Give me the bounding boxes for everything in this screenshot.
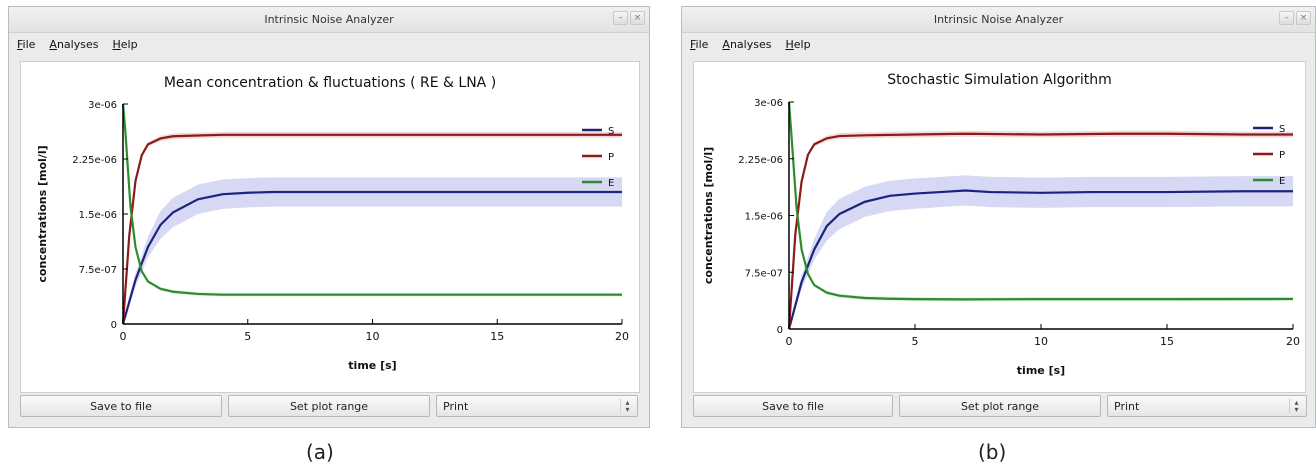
window-title: Intrinsic Noise Analyzer (933, 13, 1064, 26)
series-band-S (789, 175, 1293, 333)
y-tick-label: 3e-06 (754, 98, 783, 109)
legend-label-P: P (1279, 150, 1285, 161)
set-plot-range-button[interactable]: Set plot range (228, 395, 430, 417)
y-tick-label: 2.25e-06 (72, 155, 117, 166)
x-tick-label: 15 (490, 330, 504, 343)
series-line-S (787, 189, 1293, 330)
chart-b: Stochastic Simulation Algorithm 0 5 10 15 20 0… (702, 72, 1300, 377)
series-line-E (787, 101, 1294, 301)
menu-bar: File Analyses Help (682, 33, 1315, 55)
window-title: Intrinsic Noise Analyzer (264, 13, 394, 26)
close-icon[interactable]: × (1296, 11, 1311, 25)
close-icon[interactable]: × (630, 11, 645, 25)
title-bar: Intrinsic Noise Analyzer – × (682, 7, 1315, 33)
chart-a: Mean concentration & fluctuations ( RE &… (36, 75, 629, 372)
y-tick-label: 3e-06 (88, 100, 117, 111)
window-controls: – × (613, 11, 645, 25)
series-line-S (121, 190, 622, 325)
y-tick-label: 1.5e-06 (79, 210, 117, 221)
caption-b: (b) (978, 440, 1007, 464)
minimize-icon[interactable]: – (613, 11, 628, 25)
menu-help[interactable]: Help (785, 37, 811, 51)
chart-title: Mean concentration & fluctuations ( RE &… (164, 75, 496, 91)
y-tick-label: 0 (777, 325, 783, 336)
set-plot-range-button[interactable]: Set plot range (899, 395, 1101, 417)
window-b: Intrinsic Noise Analyzer – × File Analys… (681, 6, 1316, 428)
menu-file[interactable]: File (690, 37, 709, 51)
menu-help[interactable]: Help (112, 37, 138, 51)
menu-bar: File Analyses Help (9, 33, 649, 55)
legend-label-E: E (608, 178, 614, 189)
plot-panel: Mean concentration & fluctuations ( RE &… (20, 61, 640, 393)
x-tick-label: 5 (244, 330, 251, 343)
y-tick-label: 0 (111, 320, 117, 331)
legend-label-S: S (608, 126, 614, 137)
save-to-file-button[interactable]: Save to file (20, 395, 222, 417)
legend-label-P: P (608, 152, 614, 163)
series-line-E (121, 103, 622, 296)
spinner-arrows-icon: ▴ ▾ (1289, 399, 1303, 414)
x-axis-label: time [s] (348, 359, 396, 372)
series-line-P (121, 133, 622, 325)
x-tick-label: 20 (615, 330, 629, 343)
y-tick-label: 1.5e-06 (745, 212, 783, 223)
menu-file[interactable]: File (17, 37, 36, 51)
series-line-P (787, 132, 1293, 330)
x-tick-label: 20 (1286, 335, 1300, 348)
legend-label-E: E (1279, 176, 1285, 187)
x-axis-label: time [s] (1017, 364, 1065, 377)
print-select[interactable]: Print ▴ ▾ (1107, 395, 1307, 417)
window-controls: – × (1279, 11, 1311, 25)
menu-analyses[interactable]: Analyses (722, 37, 772, 51)
y-tick-label: 7.5e-07 (745, 268, 783, 279)
x-tick-label: 5 (912, 335, 919, 348)
caption-a: (a) (306, 440, 334, 464)
button-row: Save to file Set plot range Print ▴ ▾ (693, 395, 1307, 417)
y-axis-label: concentrations [mol/l] (36, 145, 49, 282)
print-label: Print (1114, 400, 1140, 413)
x-tick-label: 10 (366, 330, 380, 343)
y-tick-label: 2.25e-06 (738, 155, 783, 166)
print-label: Print (443, 400, 469, 413)
y-tick-label: 7.5e-07 (79, 265, 117, 276)
x-tick-label: 0 (786, 335, 793, 348)
chart-title: Stochastic Simulation Algorithm (887, 72, 1112, 88)
legend-label-S: S (1279, 124, 1285, 135)
minimize-icon[interactable]: – (1279, 11, 1294, 25)
save-to-file-button[interactable]: Save to file (693, 395, 893, 417)
window-a: Intrinsic Noise Analyzer – × File Analys… (8, 6, 650, 428)
button-row: Save to file Set plot range Print ▴ ▾ (20, 395, 638, 417)
print-select[interactable]: Print ▴ ▾ (436, 395, 638, 417)
spinner-arrows-icon: ▴ ▾ (620, 399, 634, 414)
x-tick-label: 0 (120, 330, 127, 343)
y-axis-label: concentrations [mol/l] (702, 147, 715, 284)
title-bar: Intrinsic Noise Analyzer – × (9, 7, 649, 33)
menu-analyses[interactable]: Analyses (49, 37, 99, 51)
plot-panel: Stochastic Simulation Algorithm 0 5 10 15 20 0… (693, 61, 1306, 393)
x-tick-label: 10 (1034, 335, 1048, 348)
x-tick-label: 15 (1160, 335, 1174, 348)
